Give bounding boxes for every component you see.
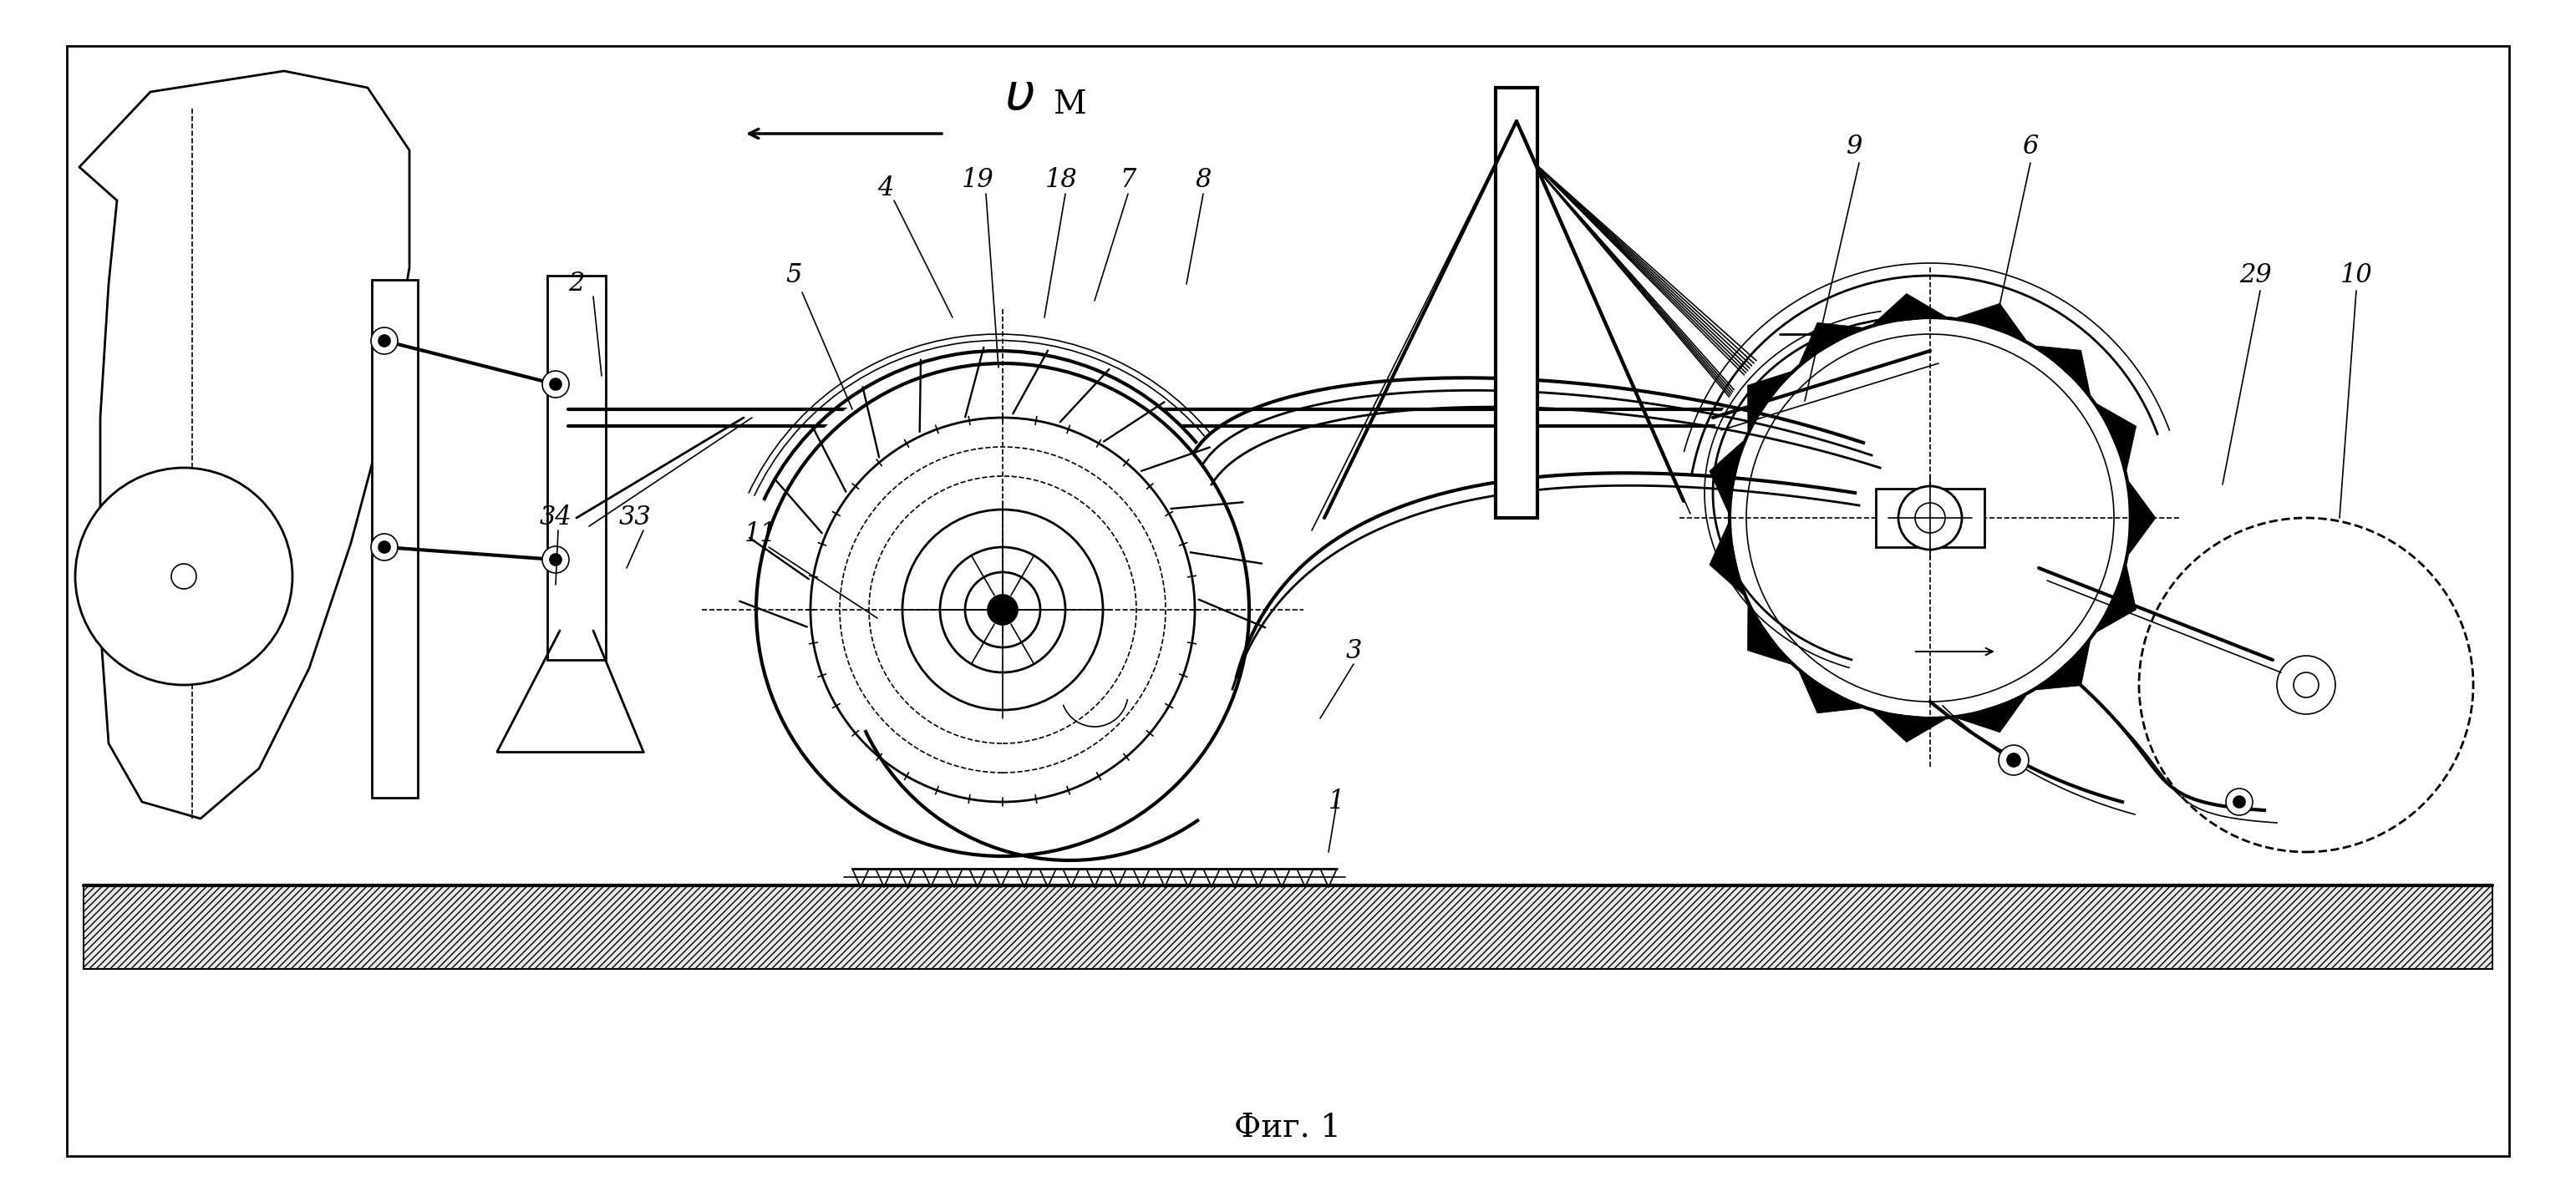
Text: 19: 19 bbox=[961, 167, 994, 192]
Text: 6: 6 bbox=[2022, 133, 2038, 159]
Polygon shape bbox=[1798, 672, 1862, 713]
Polygon shape bbox=[1710, 524, 1744, 595]
Circle shape bbox=[2233, 796, 2246, 808]
Circle shape bbox=[549, 379, 562, 391]
Text: $\upsilon$: $\upsilon$ bbox=[1005, 71, 1036, 121]
Text: 10: 10 bbox=[2339, 263, 2372, 288]
Circle shape bbox=[1695, 284, 2164, 751]
Polygon shape bbox=[2128, 482, 2156, 554]
Text: 3: 3 bbox=[1345, 638, 1363, 665]
Polygon shape bbox=[1747, 606, 1790, 664]
Polygon shape bbox=[371, 280, 417, 798]
Circle shape bbox=[1914, 502, 1945, 532]
Polygon shape bbox=[82, 886, 2494, 969]
Circle shape bbox=[371, 327, 397, 355]
Text: 8: 8 bbox=[1195, 167, 1211, 192]
Circle shape bbox=[987, 595, 1018, 625]
Polygon shape bbox=[1747, 371, 1790, 430]
Circle shape bbox=[2277, 656, 2336, 714]
Circle shape bbox=[544, 371, 569, 398]
Polygon shape bbox=[1188, 83, 1754, 651]
Text: 11: 11 bbox=[744, 522, 775, 548]
Text: 33: 33 bbox=[618, 505, 652, 531]
Polygon shape bbox=[1798, 322, 1862, 364]
Polygon shape bbox=[1875, 489, 1984, 547]
Circle shape bbox=[1999, 745, 2030, 775]
Polygon shape bbox=[1497, 88, 1538, 518]
Polygon shape bbox=[2097, 404, 2136, 470]
Polygon shape bbox=[1958, 303, 2025, 340]
Polygon shape bbox=[2038, 346, 2089, 394]
Text: 18: 18 bbox=[1046, 167, 1077, 192]
Polygon shape bbox=[2038, 642, 2089, 690]
Text: 7: 7 bbox=[1121, 167, 1136, 192]
Text: 1: 1 bbox=[1329, 789, 1345, 815]
Text: 2: 2 bbox=[569, 272, 585, 297]
Circle shape bbox=[1899, 486, 1963, 549]
Circle shape bbox=[747, 355, 1257, 864]
Text: М: М bbox=[1054, 89, 1087, 120]
Polygon shape bbox=[546, 275, 605, 660]
Text: 5: 5 bbox=[786, 263, 801, 288]
Polygon shape bbox=[2097, 566, 2136, 632]
Text: 4: 4 bbox=[878, 175, 894, 201]
Circle shape bbox=[170, 564, 196, 589]
Text: 9: 9 bbox=[1847, 133, 1862, 159]
Circle shape bbox=[379, 335, 389, 346]
Circle shape bbox=[2226, 789, 2251, 815]
Polygon shape bbox=[1958, 696, 2025, 732]
Polygon shape bbox=[1873, 293, 1945, 323]
Polygon shape bbox=[1710, 441, 1744, 512]
Text: Фиг. 1: Фиг. 1 bbox=[1234, 1112, 1342, 1143]
Text: 34: 34 bbox=[538, 505, 572, 531]
Circle shape bbox=[549, 554, 562, 565]
Circle shape bbox=[371, 534, 397, 560]
Circle shape bbox=[75, 468, 294, 685]
Circle shape bbox=[2293, 672, 2318, 697]
Polygon shape bbox=[67, 46, 2509, 1156]
Text: 29: 29 bbox=[2239, 263, 2272, 288]
Circle shape bbox=[544, 546, 569, 573]
Circle shape bbox=[2007, 754, 2020, 767]
Polygon shape bbox=[1873, 712, 1945, 742]
Circle shape bbox=[379, 541, 389, 553]
